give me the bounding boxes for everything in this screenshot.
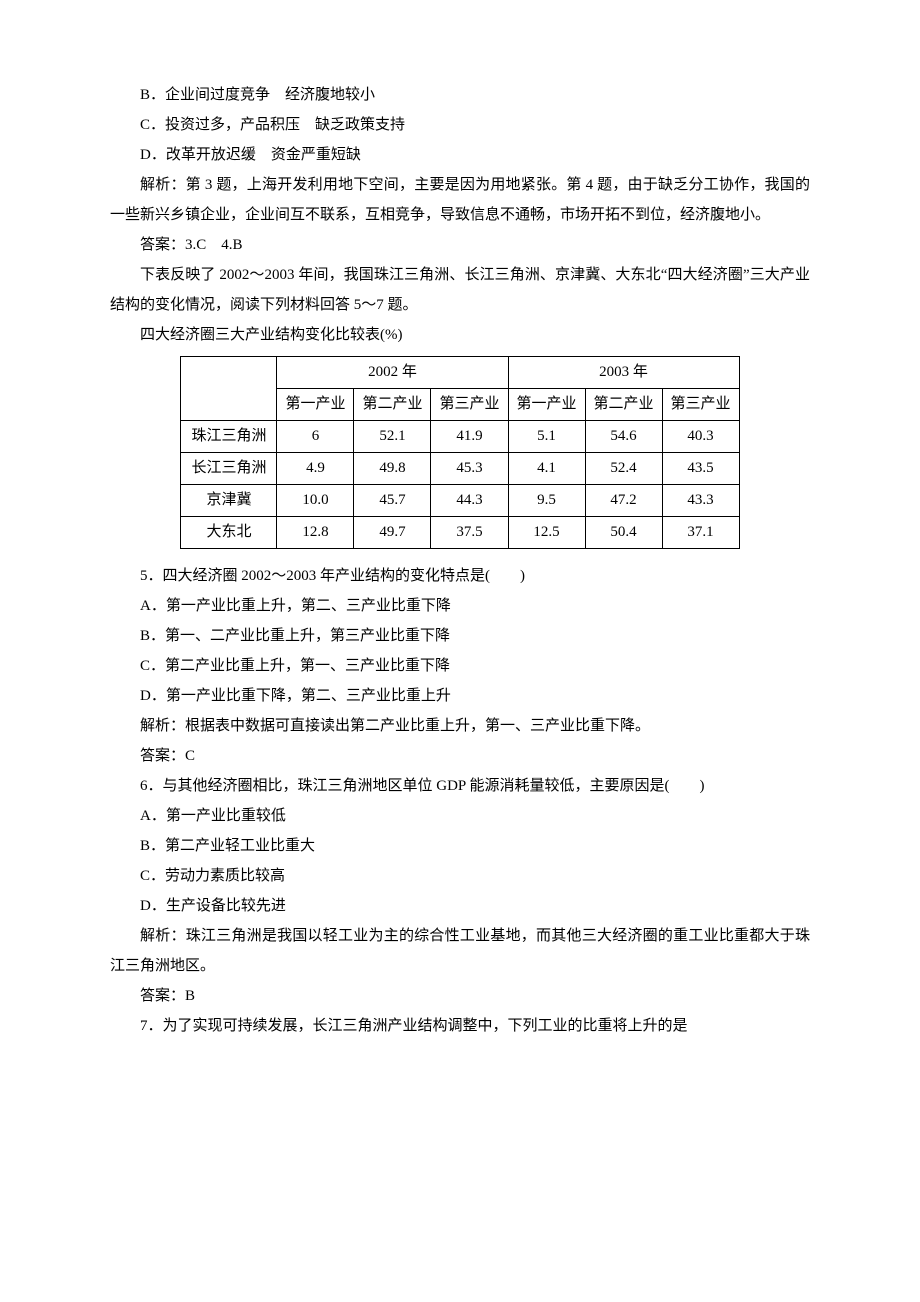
table-cell: 50.4: [585, 517, 662, 549]
q5-option-d: D．第一产业比重下降，第二、三产业比重上升: [110, 681, 810, 711]
table-cell: 4.1: [508, 453, 585, 485]
table-corner-cell: [181, 357, 277, 421]
option-c: C．投资过多，产品积压 缺乏政策支持: [110, 110, 810, 140]
table-cell: 5.1: [508, 421, 585, 453]
table-col2: 第二产业: [354, 389, 431, 421]
table-year2: 2003 年: [508, 357, 739, 389]
table-cell: 47.2: [585, 485, 662, 517]
q5-explain: 解析：根据表中数据可直接读出第二产业比重上升，第一、三产业比重下降。: [110, 711, 810, 741]
table-col5: 第二产业: [585, 389, 662, 421]
table-cell: 43.5: [662, 453, 739, 485]
table-caption: 四大经济圈三大产业结构变化比较表(%): [110, 320, 810, 350]
table-cell: 37.1: [662, 517, 739, 549]
table-col3: 第三产业: [431, 389, 508, 421]
q6-option-b: B．第二产业轻工业比重大: [110, 831, 810, 861]
table-cell: 9.5: [508, 485, 585, 517]
table-cell: 43.3: [662, 485, 739, 517]
table-cell: 52.1: [354, 421, 431, 453]
table-col4: 第一产业: [508, 389, 585, 421]
q6-stem: 6．与其他经济圈相比，珠江三角洲地区单位 GDP 能源消耗量较低，主要原因是( …: [110, 771, 810, 801]
table-row: 长江三角洲 4.9 49.8 45.3 4.1 52.4 43.5: [181, 453, 739, 485]
q5-option-b: B．第一、二产业比重上升，第三产业比重下降: [110, 621, 810, 651]
table-cell: 41.9: [431, 421, 508, 453]
q7-stem: 7．为了实现可持续发展，长江三角洲产业结构调整中，下列工业的比重将上升的是: [110, 1011, 810, 1041]
table-cell: 45.3: [431, 453, 508, 485]
table-cell: 12.5: [508, 517, 585, 549]
q5-stem: 5．四大经济圈 2002～2003 年产业结构的变化特点是( ): [110, 561, 810, 591]
table-cell: 52.4: [585, 453, 662, 485]
q5-option-a: A．第一产业比重上升，第二、三产业比重下降: [110, 591, 810, 621]
table-cell: 6: [277, 421, 354, 453]
option-b: B．企业间过度竞争 经济腹地较小: [110, 80, 810, 110]
table-cell: 44.3: [431, 485, 508, 517]
table-cell: 37.5: [431, 517, 508, 549]
table-row-label: 京津冀: [181, 485, 277, 517]
table-cell: 54.6: [585, 421, 662, 453]
q6-option-c: C．劳动力素质比较高: [110, 861, 810, 891]
q6-answer: 答案：B: [110, 981, 810, 1011]
q5-answer: 答案：C: [110, 741, 810, 771]
table-col1: 第一产业: [277, 389, 354, 421]
table-row-label: 长江三角洲: [181, 453, 277, 485]
table-row: 京津冀 10.0 45.7 44.3 9.5 47.2 43.3: [181, 485, 739, 517]
table-cell: 45.7: [354, 485, 431, 517]
table-cell: 40.3: [662, 421, 739, 453]
page: B．企业间过度竞争 经济腹地较小 C．投资过多，产品积压 缺乏政策支持 D．改革…: [0, 0, 920, 1302]
table-col6: 第三产业: [662, 389, 739, 421]
data-table: 2002 年 2003 年 第一产业 第二产业 第三产业 第一产业 第二产业 第…: [180, 356, 739, 549]
table-row: 珠江三角洲 6 52.1 41.9 5.1 54.6 40.3: [181, 421, 739, 453]
q6-explain: 解析：珠江三角洲是我国以轻工业为主的综合性工业基地，而其他三大经济圈的重工业比重…: [110, 921, 810, 981]
table-cell: 49.7: [354, 517, 431, 549]
q6-option-d: D．生产设备比较先进: [110, 891, 810, 921]
table-cell: 12.8: [277, 517, 354, 549]
table-cell: 4.9: [277, 453, 354, 485]
table-cell: 49.8: [354, 453, 431, 485]
intro-57: 下表反映了 2002～2003 年间，我国珠江三角洲、长江三角洲、京津冀、大东北…: [110, 260, 810, 320]
table-row-label: 大东北: [181, 517, 277, 549]
table-cell: 10.0: [277, 485, 354, 517]
table-year1: 2002 年: [277, 357, 508, 389]
table-row-label: 珠江三角洲: [181, 421, 277, 453]
explanation-34: 解析：第 3 题，上海开发利用地下空间，主要是因为用地紧张。第 4 题，由于缺乏…: [110, 170, 810, 230]
answer-34: 答案：3.C 4.B: [110, 230, 810, 260]
option-d: D．改革开放迟缓 资金严重短缺: [110, 140, 810, 170]
table-row: 大东北 12.8 49.7 37.5 12.5 50.4 37.1: [181, 517, 739, 549]
table-header-row-1: 2002 年 2003 年: [181, 357, 739, 389]
q5-option-c: C．第二产业比重上升，第一、三产业比重下降: [110, 651, 810, 681]
q6-option-a: A．第一产业比重较低: [110, 801, 810, 831]
